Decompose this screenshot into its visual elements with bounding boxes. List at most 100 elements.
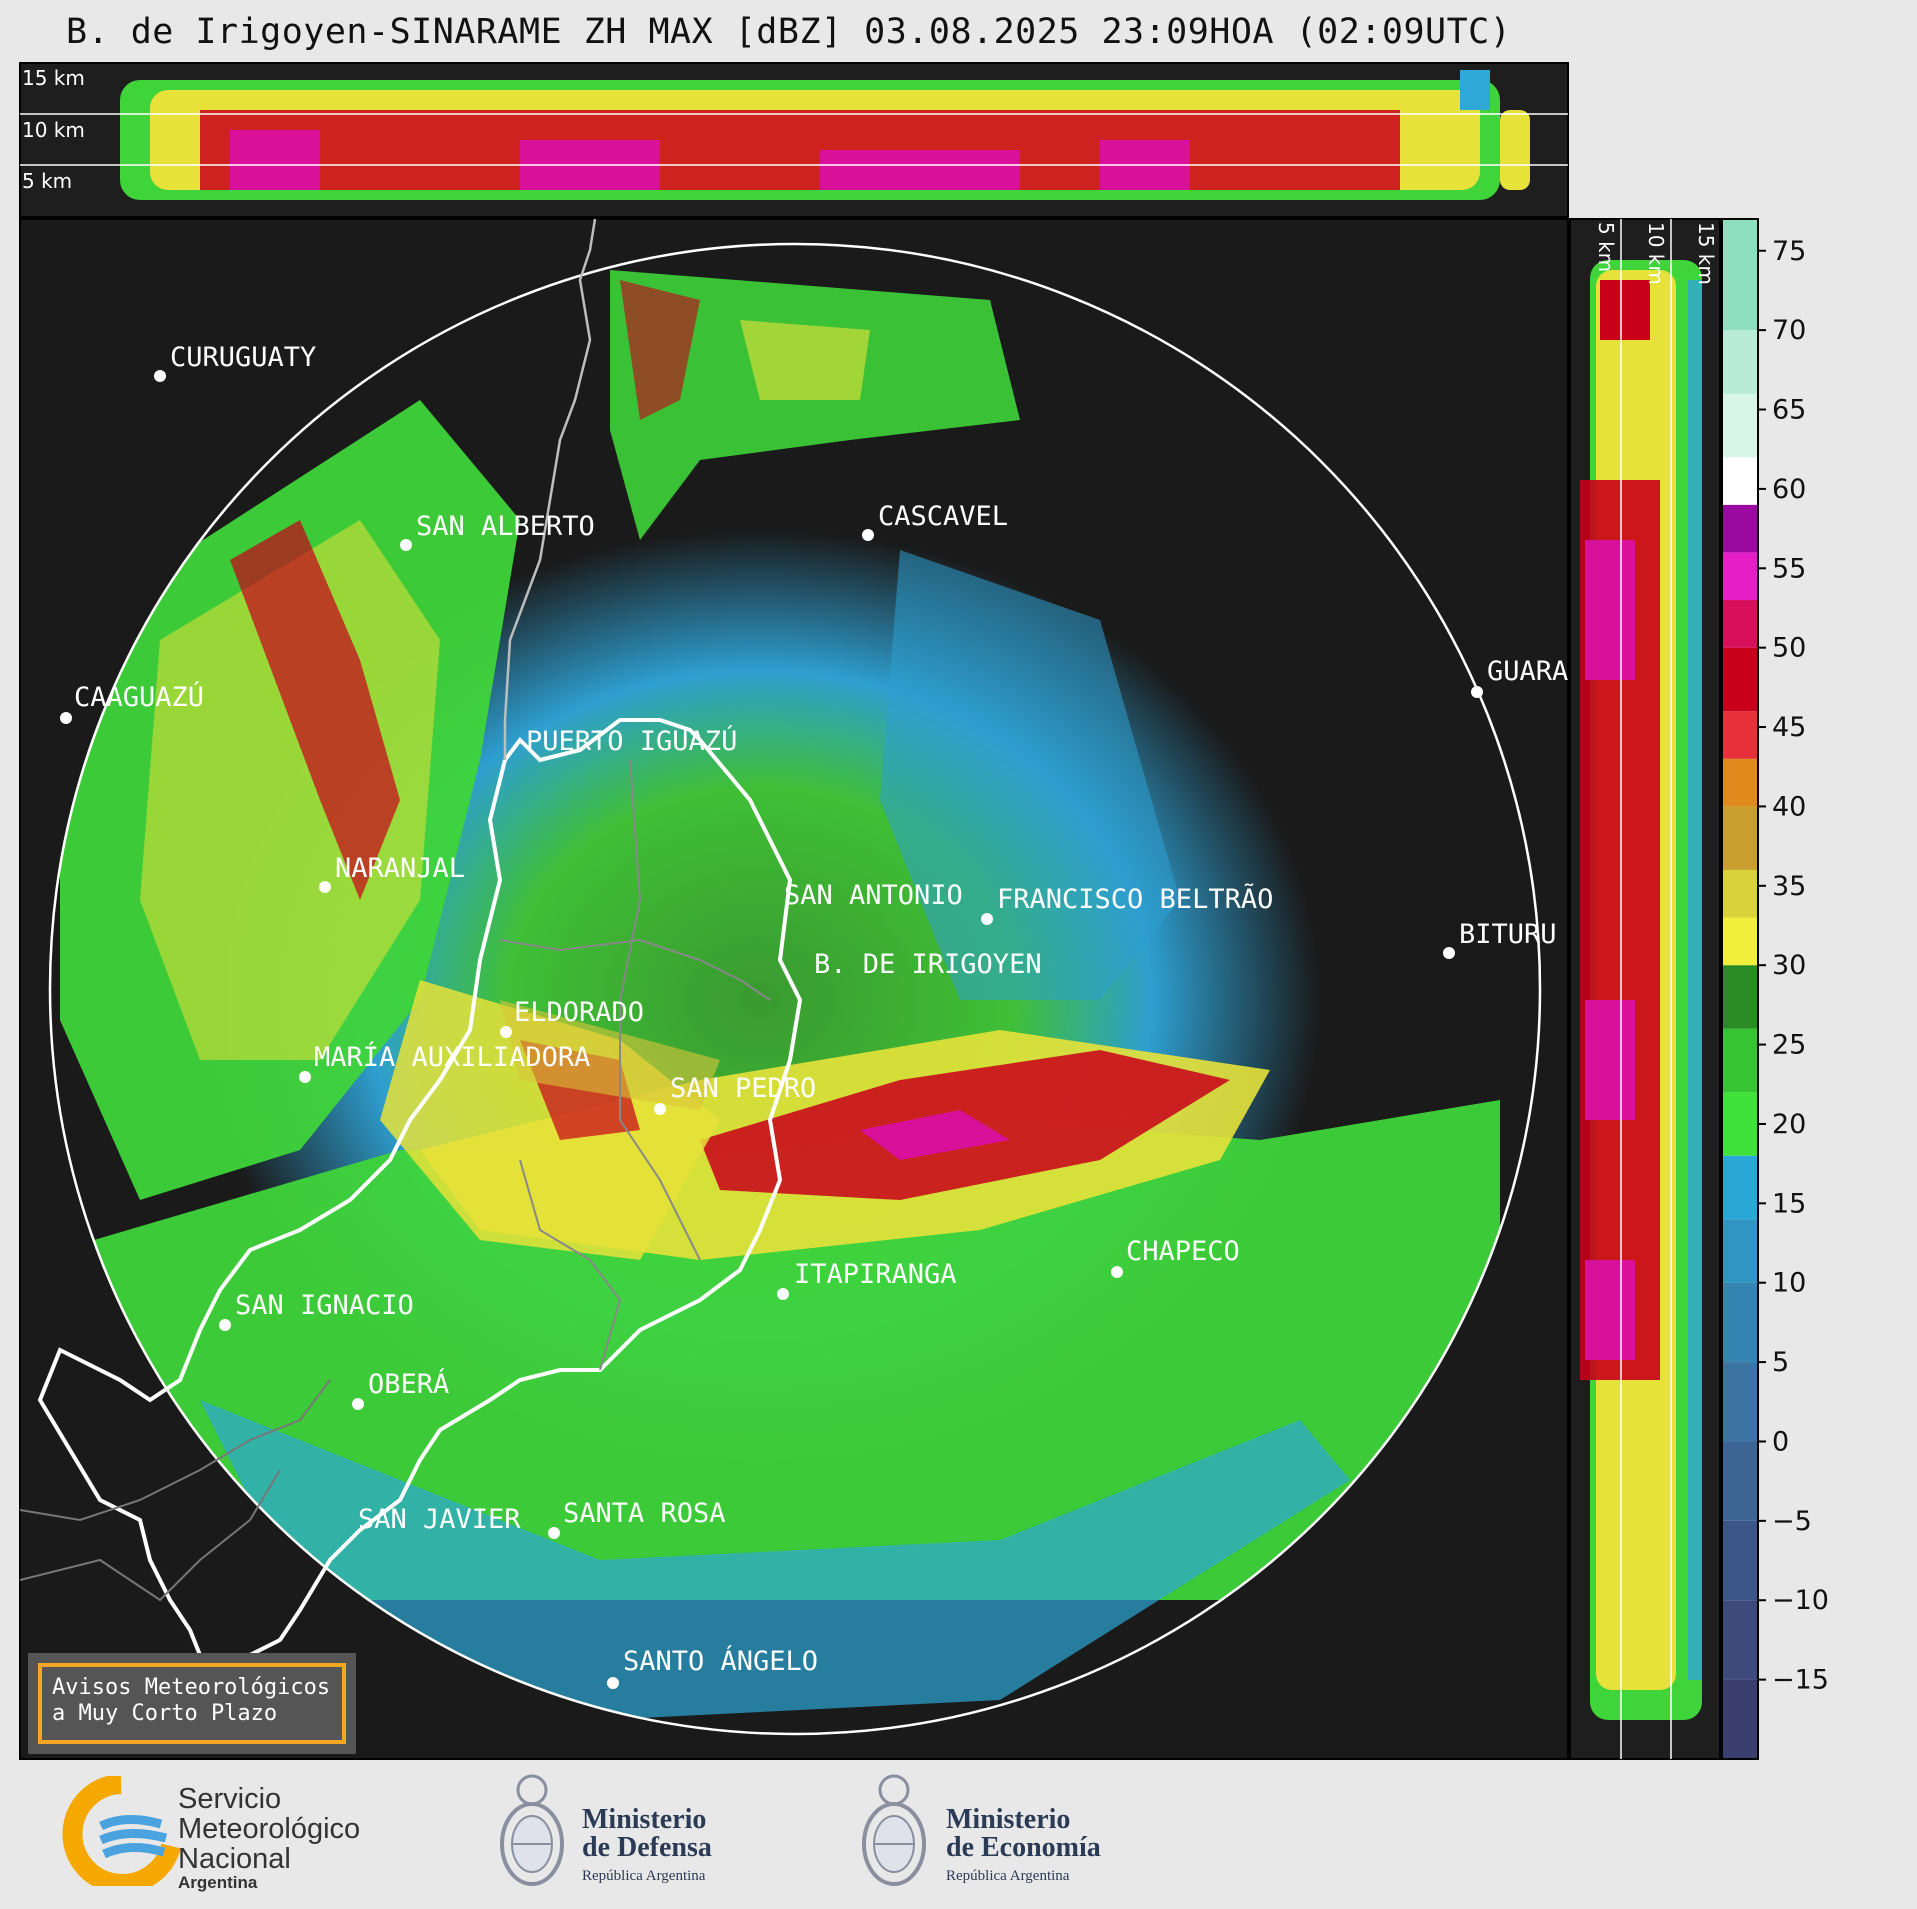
city-marker: SANTA ROSA [548,1498,726,1539]
colorbar-band [1722,1282,1758,1363]
svg-text:ELDORADO: ELDORADO [514,997,644,1028]
colorbar-tick-label: 40 [1772,791,1806,822]
department-line [20,1469,281,1602]
top-cross-section-panel: 15 km 10 km 5 km [19,62,1569,218]
city-marker: SANTO ÁNGELO [607,1645,818,1689]
border-line [37,759,507,1681]
colorbar-tick-label: 55 [1772,553,1806,584]
colorbar-band [1722,457,1758,505]
top-height-label: 15 km [22,66,85,90]
city-marker: SAN IGNACIO [219,1290,414,1331]
defensa-line: República Argentina [582,1868,706,1884]
colorbar-band [1722,758,1758,807]
colorbar-band [1722,1362,1758,1442]
smn-line: Argentina [178,1873,258,1892]
smn-emblem-icon [62,1776,181,1886]
defensa-line: de Defensa [582,1832,712,1863]
side-cross-section-echo [1580,260,1702,1720]
side-height-label: 15 km [1694,222,1718,285]
department-line [20,1379,331,1522]
colorbar-tick-label: 5 [1772,1347,1789,1378]
city-marker: CASCAVEL [862,501,1008,541]
svg-text:GUARA: GUARA [1487,656,1568,687]
city-marker: FRANCISCO BELTRÃO [981,883,1273,925]
city-marker: PUERTO IGUAZÚ [526,725,737,757]
colorbar-band [1722,1092,1758,1156]
economia-line: Ministerio [946,1804,1071,1835]
notice-line: a Muy Corto Plazo [52,1701,278,1726]
reflectivity-field [60,270,1500,1720]
economia-line: República Argentina [946,1868,1070,1884]
colorbar-band [1722,1441,1758,1521]
city-marker: ELDORADO [500,997,644,1038]
colorbar-tick-label: 45 [1772,712,1806,743]
colorbar-band [1722,600,1758,648]
svg-text:SANTO ÁNGELO: SANTO ÁNGELO [623,1645,818,1677]
city-marker: NARANJAL [319,853,465,893]
economia-line: de Economía [946,1832,1101,1863]
svg-text:NARANJAL: NARANJAL [335,853,465,884]
city-marker: MARÍA AUXILIADORA [299,1041,590,1083]
colorbar-band [1722,869,1758,918]
svg-text:SAN JAVIER: SAN JAVIER [358,1504,521,1535]
svg-text:B. DE IRIGOYEN: B. DE IRIGOYEN [814,949,1042,980]
colorbar-tick-label: 75 [1772,236,1806,267]
colorbar-tick-label: 0 [1772,1426,1789,1457]
defensa-line: Ministerio [582,1804,707,1835]
colorbar-band [1722,917,1758,966]
city-markers: CURUGUATY SAN ALBERTO CASCAVEL CAAGUAZÚ … [60,342,1568,1689]
side-cross-section-panel: 5 km 10 km 15 km [1569,218,1721,1760]
svg-text:SAN IGNACIO: SAN IGNACIO [235,1290,414,1321]
department-line [499,938,771,1001]
svg-text:MARÍA AUXILIADORA: MARÍA AUXILIADORA [314,1041,590,1073]
colorbar-band [1722,1219,1758,1283]
svg-text:ITAPIRANGA: ITAPIRANGA [794,1259,957,1290]
national-shield-icon [862,1774,926,1886]
colorbar-band [1722,1520,1758,1601]
side-height-label: 10 km [1644,222,1668,285]
colorbar-band [1722,1155,1758,1220]
smn-line: Servicio [178,1783,282,1815]
city-marker: SAN JAVIER [358,1504,521,1535]
border-line [138,718,803,1742]
svg-text:FRANCISCO BELTRÃO: FRANCISCO BELTRÃO [997,883,1273,915]
city-marker: ITAPIRANGA [777,1259,957,1300]
svg-text:CASCAVEL: CASCAVEL [878,501,1008,532]
svg-text:OBERÁ: OBERÁ [368,1368,449,1400]
colorbar-tick-label: −5 [1772,1506,1812,1537]
colorbar-tick-label: −15 [1772,1665,1829,1696]
smn-line: Nacional [178,1843,291,1875]
city-marker: GUARA [1471,656,1568,698]
colorbar-tick-label: 35 [1772,871,1806,902]
smn-line: Meteorológico [178,1813,361,1845]
page-title: B. de Irigoyen-SINARAME ZH MAX [dBZ] 03.… [66,12,1512,52]
city-marker: OBERÁ [352,1368,449,1410]
top-height-label: 5 km [22,169,72,193]
colorbar-tick-label: 60 [1772,474,1806,505]
range-ring [48,242,1542,1736]
colorbar-band [1722,806,1758,870]
colorbar-band [1722,219,1758,331]
border-line [503,219,597,760]
defensa-logo: Ministerio de Defensa República Argentin… [494,1770,754,1900]
svg-text:BITURU: BITURU [1459,919,1557,950]
svg-text:CURUGUATY: CURUGUATY [170,342,316,373]
notice-box[interactable]: Avisos Meteorológicos a Muy Corto Plazo [28,1653,356,1754]
economia-logo: Ministerio de Economía República Argenti… [856,1770,1136,1900]
national-shield-icon [500,1774,564,1886]
top-height-label: 10 km [22,118,85,142]
colorbar-tick-label: 70 [1772,315,1806,346]
smn-logo: Servicio Meteorológico Nacional Argentin… [56,1770,396,1900]
colorbar-tick-label: 50 [1772,633,1806,664]
svg-text:SANTA ROSA: SANTA ROSA [563,1498,726,1529]
city-marker: CHAPECO [1111,1236,1240,1278]
colorbar-tick-label: 20 [1772,1109,1806,1140]
city-marker: SAN PEDRO [654,1073,816,1115]
colorbar-band [1722,711,1758,759]
notice-line: Avisos Meteorológicos [52,1675,331,1700]
radar-map-panel: CURUGUATY SAN ALBERTO CASCAVEL CAAGUAZÚ … [19,218,1569,1760]
colorbar-band [1722,330,1758,394]
